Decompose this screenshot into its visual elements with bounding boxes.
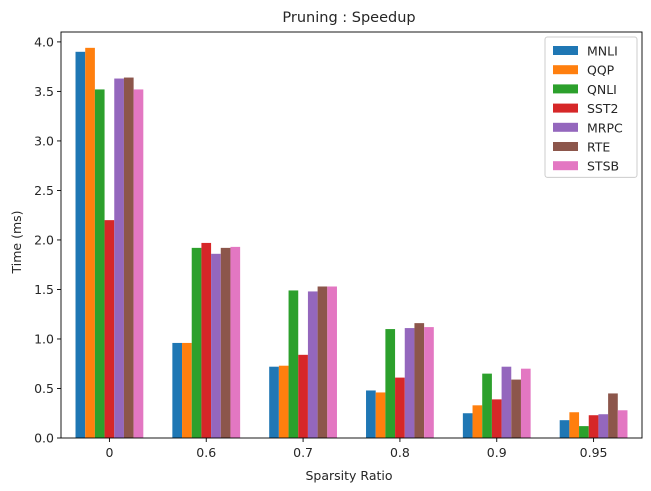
y-tick-label: 0.0 [34, 431, 54, 446]
bar-sst2-0.8 [395, 377, 405, 438]
legend-swatch-qqp [553, 65, 578, 75]
y-tick-label: 1.5 [34, 282, 54, 297]
bar-mrpc-0.6 [211, 253, 221, 438]
y-tick-label: 3.5 [34, 84, 54, 99]
bar-sst2-0.9 [491, 399, 502, 438]
y-axis-title: Time (ms) [9, 210, 24, 274]
legend-label-rte: RTE [587, 140, 610, 155]
bar-stsb-0.6 [230, 246, 241, 438]
bar-mnli-0.9 [462, 413, 473, 438]
legend-swatch-sst2 [553, 103, 578, 113]
bar-stsb-0 [133, 89, 144, 439]
bar-qqp-0.7 [278, 365, 289, 438]
bar-sst2-0 [104, 220, 115, 438]
bar-mrpc-0 [114, 78, 124, 438]
bar-mnli-0 [75, 51, 86, 439]
legend-swatch-mrpc [553, 122, 578, 132]
bar-rte-0 [123, 77, 134, 439]
bar-sst2-0.95 [588, 415, 599, 438]
bar-rte-0.9 [511, 379, 521, 438]
legend-label-mrpc: MRPC [587, 120, 623, 135]
chart-title: Pruning : Speedup [282, 10, 415, 26]
bar-sst2-0.6 [201, 242, 212, 438]
bar-rte-0.95 [608, 393, 618, 438]
bar-qnli-0.7 [288, 290, 299, 438]
bar-mnli-0.6 [172, 342, 183, 438]
legend: MNLI QQP QNLI SST2 MRPC RTE STSB [544, 36, 638, 178]
bar-qnli-0.95 [579, 426, 589, 438]
y-tick-label: 3.0 [34, 133, 54, 148]
legend-label-stsb: STSB [587, 159, 619, 174]
legend-swatch-qnli [553, 84, 578, 94]
y-tick-label: 4.0 [34, 34, 54, 49]
bar-qnli-0.8 [385, 329, 396, 438]
plot-frame [60, 31, 643, 439]
bar-stsb-0.9 [520, 368, 531, 438]
y-tick-label: 1.0 [34, 331, 54, 346]
bar-stsb-0.8 [424, 327, 434, 438]
legend-label-qnli: QNLI [587, 82, 617, 97]
legend-label-mnli: MNLI [587, 44, 618, 59]
bar-stsb-0.7 [327, 286, 337, 438]
x-axis-title: Sparsity Ratio [305, 468, 392, 483]
bar-rte-0.6 [220, 247, 231, 438]
legend-swatch-mnli [553, 46, 578, 55]
bar-qnli-0 [94, 89, 105, 439]
bar-mrpc-0.95 [598, 414, 609, 438]
y-tick-label: 2.0 [34, 232, 54, 247]
y-tick-label: 0.5 [34, 381, 54, 396]
legend-label-sst2: SST2 [587, 101, 618, 116]
bar-qqp-0.9 [472, 405, 483, 438]
bar-qnli-0.6 [191, 247, 202, 438]
bar-sst2-0.7 [298, 354, 308, 438]
bar-stsb-0.95 [617, 410, 628, 438]
bar-mrpc-0.8 [404, 328, 415, 438]
x-tick-label: 0.8 [390, 445, 410, 460]
bar-mnli-0.95 [559, 420, 570, 438]
bar-rte-0.7 [317, 286, 328, 438]
bar-mnli-0.7 [269, 366, 279, 438]
bar-rte-0.8 [414, 323, 425, 438]
y-tick-label: 2.5 [34, 183, 54, 198]
bar-qqp-0 [85, 47, 95, 439]
bar-qnli-0.9 [482, 373, 492, 438]
bars-layer [75, 47, 628, 439]
x-tick-label: 0.9 [487, 445, 507, 460]
x-tick-label: 0.6 [196, 445, 216, 460]
x-tick-label: 0 [105, 445, 113, 460]
bar-qqp-0.6 [182, 342, 192, 438]
x-tick-label: 0.7 [293, 445, 313, 460]
bar-mrpc-0.7 [307, 291, 318, 438]
axes-layer: 0.0 0.5 1.0 1.5 2.0 2.5 3.0 3.5 4.0 0 0.6 0.7 0.8 0.9… [34, 31, 643, 460]
bar-mnli-0.8 [366, 390, 376, 438]
bar-mrpc-0.9 [501, 366, 512, 438]
x-tick-label: 0.95 [580, 445, 608, 460]
bar-qqp-0.8 [375, 392, 386, 438]
legend-swatch-stsb [553, 161, 578, 171]
legend-label-qqp: QQP [587, 63, 615, 78]
bar-qqp-0.95 [569, 412, 580, 438]
legend-swatch-rte [553, 142, 578, 151]
